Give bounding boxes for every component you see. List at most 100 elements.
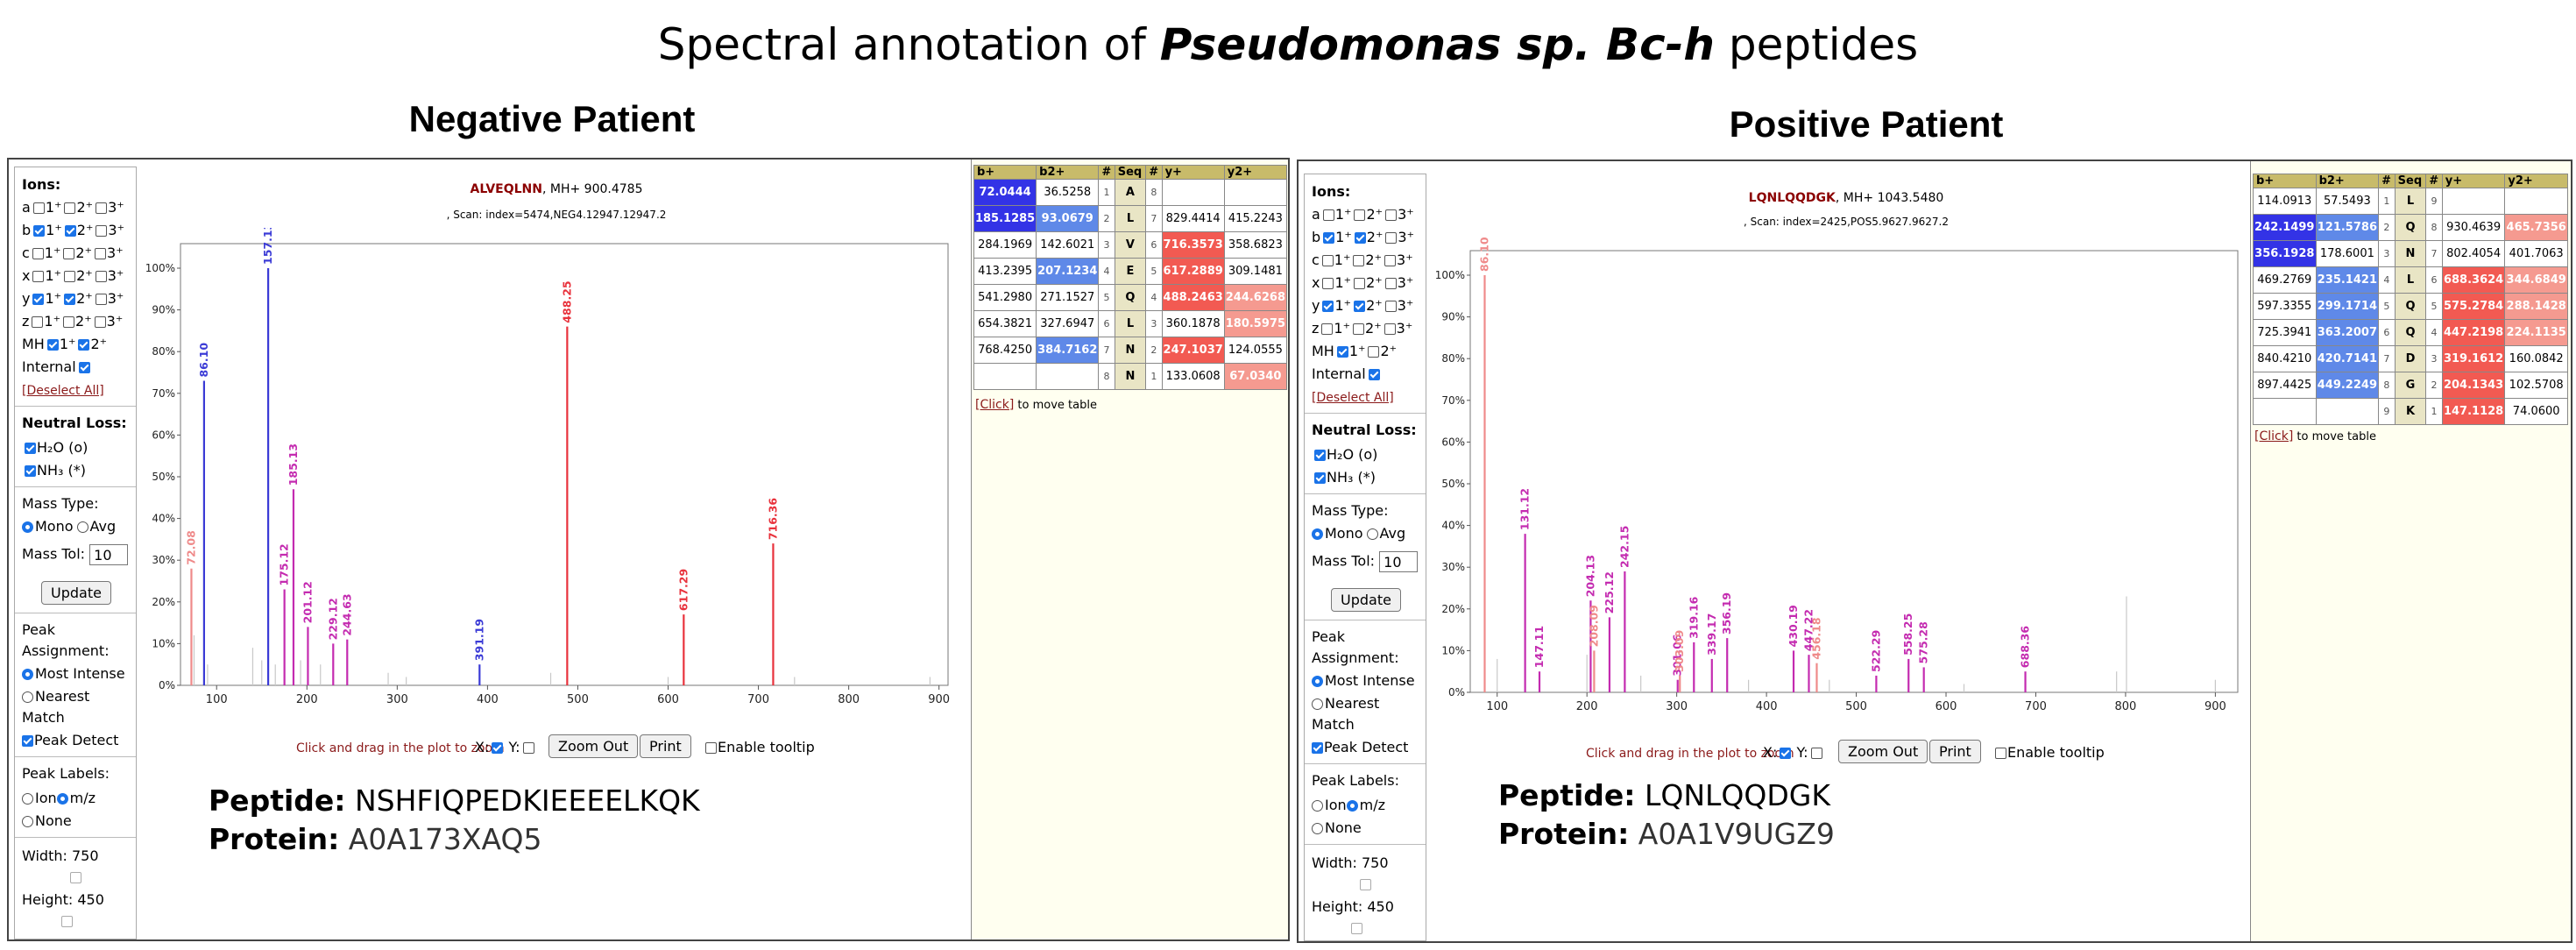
b2-checkbox[interactable] <box>64 225 76 237</box>
x3-checkbox[interactable] <box>1384 278 1397 289</box>
height-slider[interactable] <box>1348 919 1363 936</box>
most-intense-radio[interactable] <box>22 669 33 680</box>
x1-checkbox[interactable] <box>32 271 45 282</box>
a3-checkbox[interactable] <box>96 202 108 214</box>
col-num1: # <box>1098 165 1115 180</box>
z3-checkbox[interactable] <box>94 316 106 328</box>
nh3-checkbox[interactable] <box>1314 472 1326 484</box>
a2-checkbox[interactable] <box>1354 209 1366 221</box>
deselect-all-link[interactable]: [Deselect All] <box>1312 391 1394 405</box>
col-seq: Seq <box>2394 174 2427 188</box>
h2o-checkbox[interactable] <box>25 443 36 454</box>
mono-radio[interactable] <box>22 521 33 533</box>
deselect-all-link[interactable]: [Deselect All] <box>22 384 104 398</box>
y2-checkbox[interactable] <box>1354 301 1366 312</box>
x1-checkbox[interactable] <box>1322 278 1334 289</box>
b2-checkbox[interactable] <box>1354 232 1366 244</box>
c3-checkbox[interactable] <box>95 248 107 259</box>
index-cell: 4 <box>2378 266 2396 294</box>
b2-cell: 121.5786 <box>2315 214 2380 241</box>
move-table-link[interactable]: [Click] <box>2254 429 2294 443</box>
ion-label-radio[interactable] <box>22 793 33 805</box>
most-intense-radio[interactable] <box>1312 676 1323 687</box>
c2-checkbox[interactable] <box>1353 255 1365 266</box>
protein-caption: Protein: A0A173XAQ5 <box>209 822 542 856</box>
peak-detect-checkbox[interactable] <box>1312 742 1323 754</box>
move-table-link[interactable]: [Click] <box>975 398 1015 412</box>
avg-radio[interactable] <box>76 521 88 533</box>
update-button[interactable]: Update <box>41 581 111 605</box>
b3-checkbox[interactable] <box>1385 232 1398 244</box>
b1-checkbox[interactable] <box>1323 232 1335 244</box>
peak-detect-checkbox[interactable] <box>22 735 33 747</box>
mh1-checkbox[interactable] <box>46 339 59 351</box>
mz-label-radio[interactable] <box>1346 800 1358 812</box>
peak-label: 131.12 <box>1518 488 1532 530</box>
positive-spectrum-chart[interactable]: 0% 10% 20% 30% 40% 50% 60% 70% 80% 90% 100% 100 200 3… <box>1432 235 2261 796</box>
x-zoom-checkbox[interactable] <box>492 742 504 754</box>
c1-checkbox[interactable] <box>32 248 44 259</box>
tooltip-checkbox[interactable] <box>705 742 717 754</box>
none-label-radio[interactable] <box>22 816 33 827</box>
width-slider[interactable] <box>67 868 82 885</box>
x-zoom-checkbox[interactable] <box>1780 748 1792 759</box>
mono-radio[interactable] <box>1312 528 1323 540</box>
negative-spectrum-chart[interactable]: 0% 10% 20% 30% 40% 50% 60% 70% 80% 90% 100% 100 200 3… <box>142 228 971 789</box>
z3-checkbox[interactable] <box>1384 323 1396 335</box>
mh2-checkbox[interactable] <box>1368 346 1380 358</box>
y1-checkbox[interactable] <box>1322 301 1334 312</box>
none-label-radio[interactable] <box>1312 823 1323 834</box>
nh3-checkbox[interactable] <box>25 465 36 477</box>
mh1-checkbox[interactable] <box>1336 346 1348 358</box>
mz-label-radio[interactable] <box>56 793 68 805</box>
internal-checkbox[interactable] <box>78 362 90 373</box>
a1-checkbox[interactable] <box>1322 209 1334 221</box>
y-zoom-checkbox[interactable] <box>1810 748 1822 759</box>
nearest-match-row-2: Match <box>22 709 65 726</box>
a3-checkbox[interactable] <box>1385 209 1398 221</box>
y3-checkbox[interactable] <box>95 294 107 305</box>
z1-checkbox[interactable] <box>1321 323 1334 335</box>
print-button[interactable]: Print <box>640 734 691 758</box>
residue-cell: G <box>2394 372 2427 399</box>
c2-checkbox[interactable] <box>63 248 75 259</box>
height-slider[interactable] <box>59 912 74 929</box>
y-tick-label: 0% <box>159 679 175 691</box>
c3-checkbox[interactable] <box>1384 255 1397 266</box>
c1-checkbox[interactable] <box>1321 255 1334 266</box>
x-zoom-control: X: Y: <box>475 739 535 755</box>
y1-checkbox[interactable] <box>32 294 45 305</box>
b3-checkbox[interactable] <box>96 225 108 237</box>
zoom-out-button[interactable]: Zoom Out <box>1838 740 1928 763</box>
width-slider[interactable] <box>1357 876 1372 892</box>
b1-checkbox[interactable] <box>33 225 46 237</box>
mass-tol-input[interactable]: 10 <box>89 544 129 565</box>
z2-checkbox[interactable] <box>1353 323 1365 335</box>
a2-checkbox[interactable] <box>64 202 76 214</box>
a1-checkbox[interactable] <box>32 202 45 214</box>
tooltip-checkbox[interactable] <box>1995 748 2006 759</box>
z1-checkbox[interactable] <box>32 316 44 328</box>
peptide-caption: Peptide: NSHFIQPEDKIEEEELKQK <box>209 783 700 818</box>
internal-checkbox[interactable] <box>1368 369 1380 380</box>
nearest-match-radio[interactable] <box>1312 698 1323 710</box>
update-button[interactable]: Update <box>1331 588 1401 612</box>
z2-checkbox[interactable] <box>63 316 75 328</box>
mh2-checkbox[interactable] <box>78 339 90 351</box>
residue-cell: L <box>1114 205 1147 232</box>
avg-radio[interactable] <box>1366 528 1378 540</box>
y2-checkbox[interactable] <box>64 294 76 305</box>
zoom-out-button[interactable]: Zoom Out <box>548 734 639 758</box>
b-cell: 725.3941 <box>2253 319 2317 346</box>
x3-checkbox[interactable] <box>95 271 107 282</box>
print-button[interactable]: Print <box>1929 740 1981 763</box>
mass-tol-input[interactable]: 10 <box>1379 551 1419 572</box>
h2o-checkbox[interactable] <box>1314 450 1326 461</box>
nearest-match-radio[interactable] <box>22 691 33 703</box>
y3-checkbox[interactable] <box>1384 301 1397 312</box>
y-zoom-checkbox[interactable] <box>522 742 534 754</box>
x2-checkbox[interactable] <box>1354 278 1366 289</box>
x2-checkbox[interactable] <box>64 271 76 282</box>
ion-label-radio[interactable] <box>1312 800 1323 812</box>
